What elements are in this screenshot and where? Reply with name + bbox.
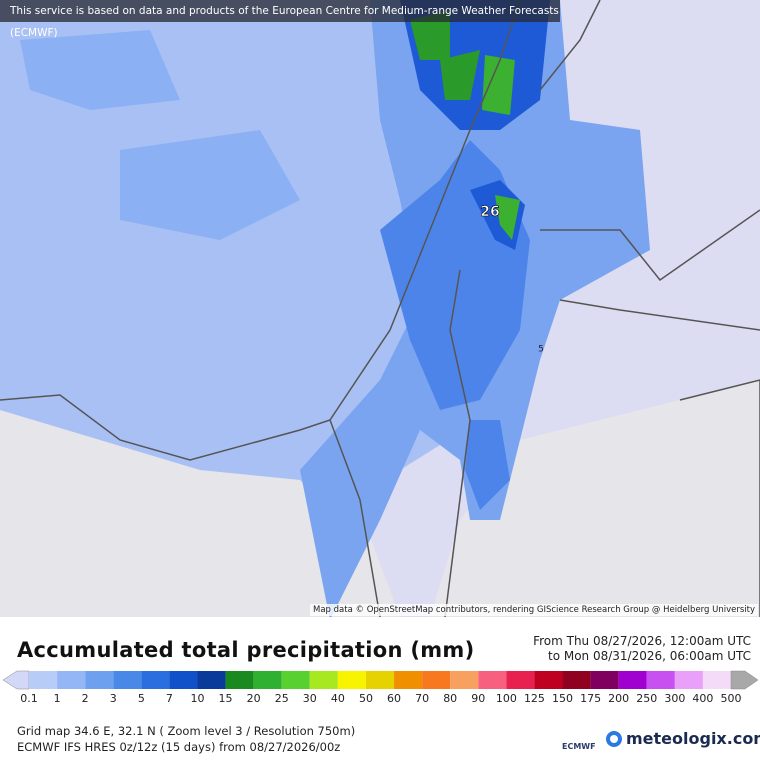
legend-label: 80: [443, 692, 457, 705]
legend-label: 5: [138, 692, 145, 705]
grid-info: Grid map 34.6 E, 32.1 N ( Zoom level 3 /…: [17, 724, 356, 738]
legend-swatch: [450, 671, 479, 689]
legend-label: 2: [82, 692, 89, 705]
precip-green: [440, 50, 480, 100]
legend-swatch: [197, 671, 226, 689]
legend-swatch: [646, 671, 675, 689]
legend-label: 200: [608, 692, 629, 705]
legend-swatch: [281, 671, 310, 689]
legend-label: 125: [524, 692, 545, 705]
legend-label: 40: [331, 692, 345, 705]
legend-swatch: [590, 671, 619, 689]
legend: 0.1 1 2 3 5 7 10 15 20 25 30 40 50 60 70 80 90 100 125 150 1…: [2, 670, 759, 705]
legend-swatch: [57, 671, 86, 689]
legend-label: 3: [110, 692, 117, 705]
legend-swatch: [618, 671, 647, 689]
legend-swatch: [365, 671, 395, 689]
borders: [0, 0, 760, 617]
legend-label: 70: [415, 692, 429, 705]
legend-label: 60: [387, 692, 401, 705]
precip-green: [495, 195, 520, 240]
legend-swatch: [506, 671, 535, 689]
legend-label: 0.1: [20, 692, 38, 705]
time-to: to Mon 08/31/2026, 06:00am UTC: [548, 649, 751, 663]
legend-label: 100: [496, 692, 517, 705]
legend-label: 20: [247, 692, 261, 705]
legend-swatch: [169, 671, 198, 689]
legend-label: 25: [275, 692, 289, 705]
legend-swatch: [85, 671, 114, 689]
legend-label: 500: [721, 692, 742, 705]
title: Accumulated total precipitation (mm): [17, 638, 475, 662]
legend-swatch: [422, 671, 451, 689]
time-from: From Thu 08/27/2026, 12:00am UTC: [533, 634, 751, 648]
legend-swatch: [309, 671, 338, 689]
legend-label: 300: [664, 692, 685, 705]
legend-swatch: [253, 671, 282, 689]
legend-swatch: [674, 671, 703, 689]
precip-green: [482, 55, 515, 115]
legend-swatch: [562, 671, 591, 689]
legend-label: 1: [54, 692, 61, 705]
legend-swatch: [29, 671, 58, 689]
legend-label: 10: [190, 692, 204, 705]
legend-swatch: [113, 671, 142, 689]
precip-patch: [20, 30, 180, 110]
precip-heavy: [465, 420, 510, 510]
precip-green: [410, 10, 450, 60]
map-value-label: 5: [538, 345, 544, 355]
legend-swatch: [534, 671, 563, 689]
map: 26 5: [0, 0, 760, 617]
legend-arrow: [730, 670, 759, 690]
legend-label: 400: [692, 692, 713, 705]
meteologix-logo[interactable]: meteologix.com: [605, 729, 760, 748]
land-east: [430, 380, 760, 617]
legend-swatch: [394, 671, 423, 689]
legend-label: 250: [636, 692, 657, 705]
footer: Grid map 34.6 E, 32.1 N ( Zoom level 3 /…: [17, 723, 355, 755]
legend-label: 15: [219, 692, 233, 705]
legend-arrow: [2, 670, 30, 690]
time-range: From Thu 08/27/2026, 12:00am UTC to Mon …: [533, 634, 751, 664]
map-value-label: 26: [480, 204, 499, 220]
legend-label: 90: [471, 692, 485, 705]
attribution: Map data © OpenStreetMap contributors, r…: [310, 604, 758, 616]
legend-swatch: [141, 671, 170, 689]
banner: This service is based on data and produc…: [0, 0, 560, 39]
logo-text: meteologix.com: [626, 729, 760, 748]
legend-swatch: [225, 671, 254, 689]
legend-swatch: [337, 671, 366, 689]
legend-label: 30: [303, 692, 317, 705]
legend-swatch: [702, 671, 731, 689]
model-info: ECMWF IFS HRES 0z/12z (15 days) from 08/…: [17, 740, 341, 754]
legend-swatch: [478, 671, 507, 689]
legend-label: 7: [166, 692, 173, 705]
logo-icon: [606, 730, 622, 747]
ecmwf-logo[interactable]: ECMWF: [562, 742, 596, 751]
legend-label: 50: [359, 692, 373, 705]
legend-label: 175: [580, 692, 601, 705]
legend-label: 150: [552, 692, 573, 705]
precip-patch: [120, 130, 300, 240]
